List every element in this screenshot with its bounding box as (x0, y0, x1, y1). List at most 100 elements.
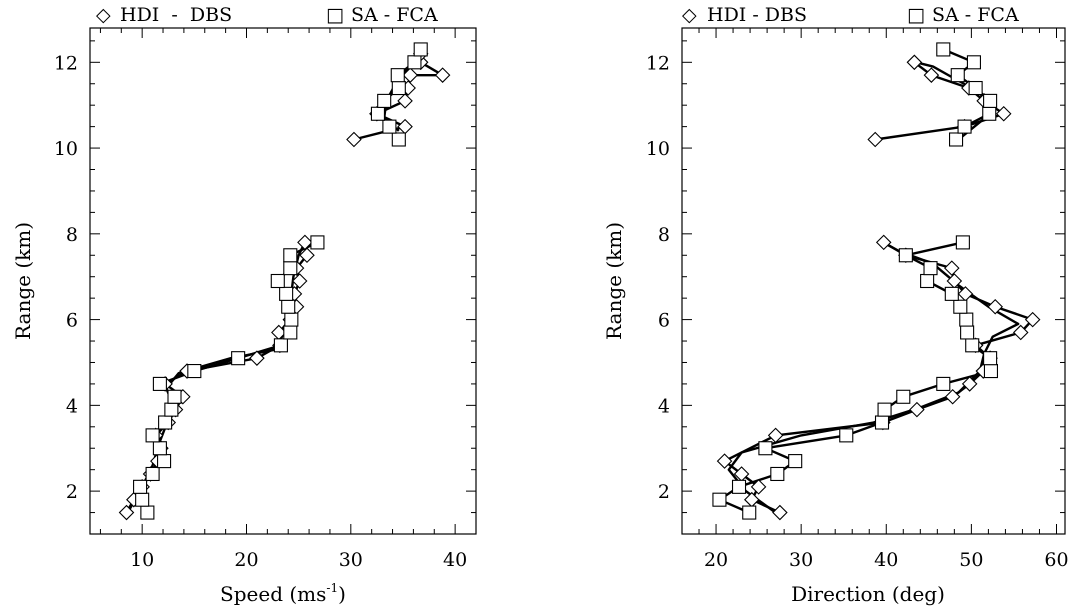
speed-sa-marker (152, 441, 167, 456)
speed-hdi-marker (397, 118, 413, 135)
speed-hdi-marker (402, 67, 419, 83)
direction-sa-marker (965, 338, 980, 353)
direction-x-tick-label: 20 (704, 549, 728, 571)
direction-legend-symbol-sa: □ (907, 4, 925, 26)
speed-sa-marker (167, 389, 182, 404)
direction-y-axis-title: Range (km) (602, 222, 626, 340)
direction-panel: 20 30 40 50 60 2 4 6 8 10 12 ◇ HDI - DBS □ SA - FC… (602, 4, 1069, 606)
speed-hdi-marker (291, 273, 308, 289)
speed-plot-frame (89, 27, 477, 535)
speed-x-tick-label: 30 (339, 549, 363, 571)
direction-sa-marker (944, 286, 959, 301)
direction-sa-marker (896, 389, 911, 404)
direction-sa-marker (960, 325, 975, 340)
speed-sa-marker (158, 415, 173, 430)
speed-sa-marker (140, 505, 155, 520)
direction-legend-label-hdi: HDI - DBS (707, 4, 807, 26)
direction-hdi-marker (906, 54, 923, 71)
direction-hdi-marker (923, 67, 940, 83)
direction-plot-frame (681, 27, 1066, 535)
direction-sa-marker (839, 428, 854, 443)
direction-hdi-marker (772, 504, 788, 521)
speed-y-axis-title: Range (km) (11, 222, 35, 340)
direction-sa-marker (923, 261, 938, 276)
speed-legend-label-sa: SA - FCA (351, 4, 438, 26)
direction-sa-marker (983, 364, 999, 379)
direction-sa-marker (758, 441, 773, 456)
speed-hdi-marker (297, 234, 313, 251)
speed-sa-marker (377, 93, 392, 108)
direction-hdi-marker (716, 453, 733, 469)
speed-sa-marker (273, 338, 288, 353)
direction-y-tick-label: 2 (658, 481, 670, 503)
speed-sa-marker (279, 286, 294, 301)
speed-sa-marker (310, 235, 325, 250)
speed-x-axis-title: Speed (ms-1) (220, 581, 346, 606)
direction-legend-symbol-hdi: ◇ (682, 4, 697, 26)
speed-x-axis-title-superscript: -1 (326, 581, 338, 595)
speed-hdi-marker (346, 131, 362, 148)
speed-sa-marker (370, 106, 385, 121)
direction-sa-marker (788, 454, 803, 469)
speed-sa-marker (164, 402, 179, 417)
direction-x-tick-label: 30 (789, 549, 813, 571)
direction-axis-ticks: 20 30 40 50 60 2 4 6 8 10 12 (646, 28, 1069, 571)
direction-sa-marker (874, 415, 890, 430)
speed-hdi-marker (249, 350, 265, 366)
speed-sa-marker (135, 492, 150, 507)
speed-sa-marker (152, 376, 167, 391)
speed-sa-marker (391, 80, 406, 96)
speed-hdi-marker (434, 67, 451, 83)
direction-sa-marker (955, 235, 970, 250)
direction-sa-marker (953, 299, 968, 314)
speed-sa-marker (283, 261, 298, 276)
speed-legend-symbol-sa: □ (326, 4, 344, 26)
direction-hdi-marker (944, 260, 960, 276)
direction-sa-marker (712, 492, 727, 507)
direction-sa-marker (982, 106, 997, 121)
speed-hdi-marker (397, 93, 413, 109)
direction-x-tick-label: 60 (1044, 549, 1068, 571)
speed-legend-symbol-hdi: ◇ (96, 4, 111, 26)
direction-hdi-marker (744, 491, 760, 508)
direction-hdi-marker (750, 479, 767, 495)
speed-y-tick-label: 2 (66, 481, 78, 503)
direction-y-tick-label: 8 (658, 224, 670, 246)
direction-sa-marker (731, 479, 747, 494)
speed-y-tick-label: 6 (66, 310, 78, 332)
speed-series-markers (118, 42, 451, 521)
direction-sa-marker (957, 119, 972, 134)
direction-y-tick-label: 10 (646, 138, 670, 160)
speed-x-axis-title-close: ) (338, 582, 346, 606)
speed-sa-marker (157, 454, 172, 469)
speed-sa-marker (283, 325, 298, 340)
speed-sa-marker (391, 132, 406, 147)
direction-x-axis-title: Direction (deg) (791, 582, 945, 606)
speed-x-axis-title-main: Speed (ms (220, 582, 326, 606)
speed-legend-label-hdi: HDI - DBS (120, 4, 232, 26)
direction-sa-line (718, 241, 993, 514)
direction-sa-marker (966, 55, 981, 70)
speed-sa-marker (284, 312, 299, 327)
direction-hdi-marker (1012, 324, 1029, 341)
direction-y-tick-label: 4 (658, 395, 670, 417)
direction-hdi-marker (867, 131, 883, 148)
direction-sa-marker (949, 132, 964, 147)
direction-sa-marker (920, 273, 935, 289)
speed-sa-marker (145, 466, 160, 482)
direction-hdi-marker (944, 389, 961, 405)
speed-y-tick-label: 8 (66, 224, 78, 246)
speed-sa-marker (231, 351, 246, 366)
direction-y-tick-label: 12 (646, 52, 670, 74)
speed-sa-marker (133, 479, 148, 494)
direction-sa-marker (877, 402, 892, 417)
direction-x-tick-label: 50 (959, 549, 983, 571)
speed-hdi-marker (299, 247, 315, 264)
direction-sa-marker (936, 42, 951, 57)
speed-hdi-marker (118, 504, 135, 521)
direction-sa-marker (936, 376, 951, 391)
speed-sa-marker (382, 119, 397, 134)
speed-sa-marker (187, 364, 202, 379)
speed-x-tick-label: 20 (234, 549, 258, 571)
